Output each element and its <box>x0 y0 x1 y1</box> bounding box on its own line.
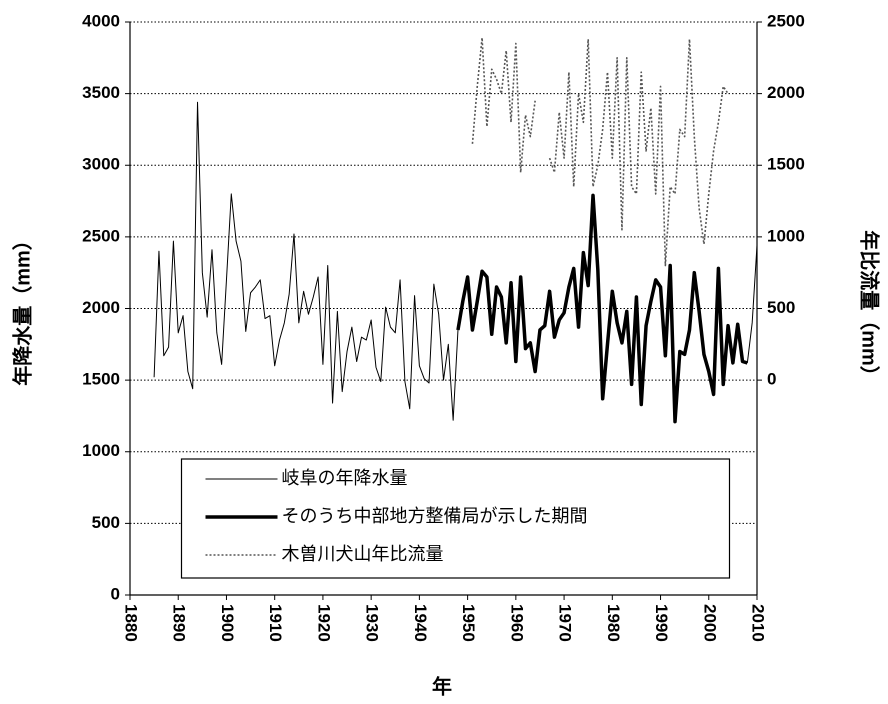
x-tick-label: 1940 <box>411 604 430 642</box>
y-tick-label: 1000 <box>82 441 120 460</box>
x-tick-label: 1900 <box>218 604 237 642</box>
y-tick-label: 500 <box>92 513 120 532</box>
y-tick-label: 1500 <box>82 370 120 389</box>
x-tick-label: 1960 <box>507 604 526 642</box>
y2-tick-label: 500 <box>767 298 795 317</box>
x-tick-label: 1970 <box>556 604 575 642</box>
x-tick-label: 1950 <box>459 604 478 642</box>
y-tick-label: 2000 <box>82 298 120 317</box>
legend-label: 木曽川犬山年比流量 <box>282 544 444 564</box>
y-tick-label: 3500 <box>82 83 120 102</box>
x-tick-label: 2000 <box>700 604 719 642</box>
y2-tick-label: 1000 <box>767 226 805 245</box>
y-tick-label: 4000 <box>82 11 120 30</box>
x-tick-label: 1890 <box>170 604 189 642</box>
legend-label: そのうち中部地方整備局が示した期間 <box>282 506 588 526</box>
y2-tick-label: 2500 <box>767 11 805 30</box>
x-tick-label: 1930 <box>363 604 382 642</box>
y2-tick-label: 1500 <box>767 155 805 174</box>
y2-tick-label: 2000 <box>767 83 805 102</box>
y-axis-label: 年降水量（mm） <box>10 230 34 386</box>
y-tick-label: 0 <box>111 584 120 603</box>
x-tick-label: 1920 <box>314 604 333 642</box>
series-line <box>471 36 729 267</box>
x-tick-label: 2010 <box>749 604 768 642</box>
series-line <box>153 101 758 421</box>
y2-axis-label: 年比流量（mm） <box>858 230 882 386</box>
x-tick-label: 1990 <box>652 604 671 642</box>
series-line <box>456 193 748 424</box>
y-tick-label: 3000 <box>82 155 120 174</box>
x-tick-label: 1880 <box>122 604 141 642</box>
x-tick-label: 1910 <box>266 604 285 642</box>
x-tick-label: 1980 <box>604 604 623 642</box>
x-axis-label: 年 <box>432 674 452 698</box>
y2-tick-label: 0 <box>767 370 776 389</box>
y-tick-label: 2500 <box>82 226 120 245</box>
legend-label: 岐阜の年降水量 <box>282 468 408 488</box>
